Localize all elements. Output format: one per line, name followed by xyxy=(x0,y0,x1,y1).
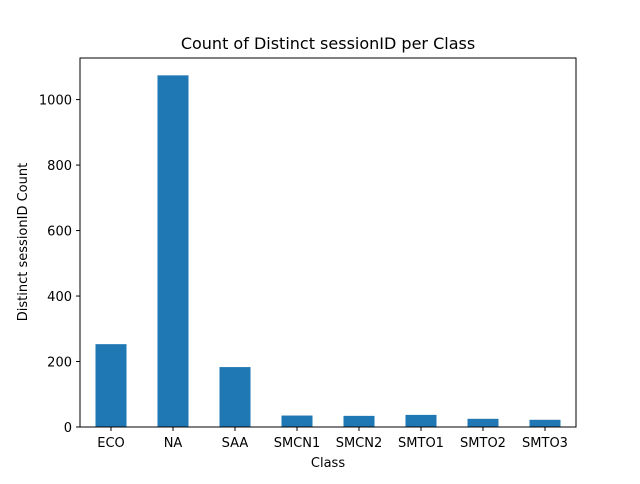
x-tick-label: SMTO2 xyxy=(460,436,506,451)
x-axis-label: Class xyxy=(311,456,345,471)
bar-smto3 xyxy=(529,419,561,427)
chart-title: Count of Distinct sessionID per Class xyxy=(181,34,475,53)
bar-smto1 xyxy=(405,414,437,427)
bar-smcn1 xyxy=(281,415,313,427)
x-tick-label: SAA xyxy=(222,436,249,451)
x-tick-label: SMTO1 xyxy=(398,436,444,451)
x-tick-label: SMTO3 xyxy=(522,436,568,451)
plot-frame xyxy=(79,57,577,428)
y-tick-label: 800 xyxy=(47,159,72,174)
bars-layer xyxy=(95,75,561,427)
bar-smcn2 xyxy=(343,415,375,427)
x-axis-ticks: ECO NA SAA SMCN1 SMCN2 SMTO1 SMTO2 SMTO3 xyxy=(97,427,568,451)
y-tick-label: 400 xyxy=(47,290,72,305)
x-tick-label: NA xyxy=(164,436,183,451)
bar-eco xyxy=(95,344,127,427)
x-tick-label: SMCN2 xyxy=(336,436,383,451)
bar-saa xyxy=(219,367,251,427)
y-tick-label: 1000 xyxy=(39,94,72,109)
y-axis-ticks: 0 200 400 600 800 1000 xyxy=(39,94,80,436)
y-tick-label: 600 xyxy=(47,225,72,240)
y-tick-label: 0 xyxy=(64,421,72,436)
bar-na xyxy=(157,75,189,427)
x-tick-label: SMCN1 xyxy=(274,436,321,451)
x-tick-label: ECO xyxy=(97,436,125,451)
bar-smto2 xyxy=(467,418,499,427)
y-axis-label: Distinct sessionID Count xyxy=(16,163,31,321)
y-tick-label: 200 xyxy=(47,356,72,371)
